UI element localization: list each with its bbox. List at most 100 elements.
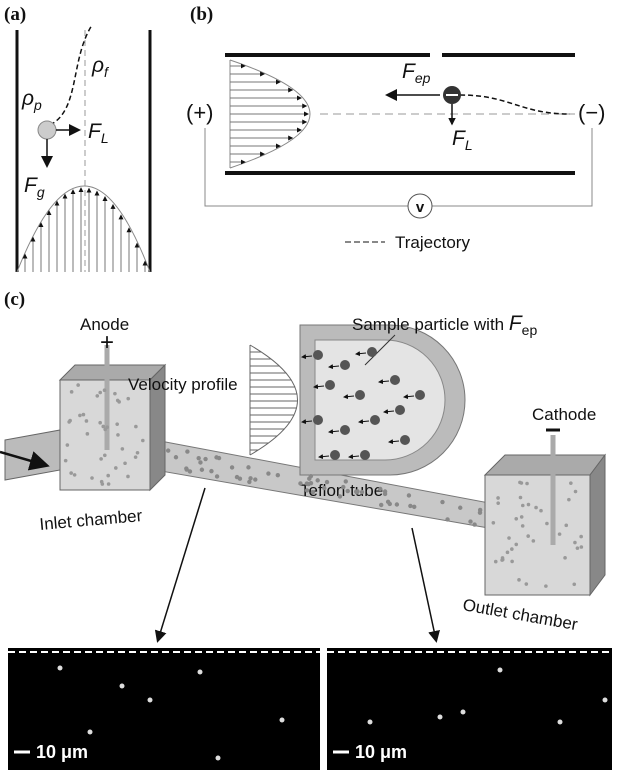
particle xyxy=(330,450,340,460)
particle xyxy=(67,420,71,424)
particle xyxy=(580,545,584,549)
particle-image xyxy=(603,698,608,703)
particle xyxy=(123,461,127,465)
particle xyxy=(496,501,500,505)
particle xyxy=(458,506,462,510)
particle xyxy=(230,465,234,469)
voltage-label: v xyxy=(416,199,425,216)
particle-image xyxy=(198,670,203,675)
particle-image xyxy=(498,668,503,673)
particle xyxy=(78,414,82,418)
particle xyxy=(311,490,315,494)
particle xyxy=(526,534,530,538)
particle xyxy=(367,347,377,357)
rho-p: ρp xyxy=(21,87,42,113)
particle xyxy=(408,504,412,508)
particle xyxy=(90,476,94,480)
particle xyxy=(235,475,239,479)
trajectory xyxy=(460,95,570,114)
particle xyxy=(415,390,425,400)
particle xyxy=(378,487,382,491)
particle xyxy=(564,524,568,528)
particle xyxy=(344,479,348,483)
negative-electrode: (−) xyxy=(578,100,606,125)
particle xyxy=(472,522,476,526)
particle xyxy=(121,447,125,451)
particle xyxy=(507,536,511,540)
particle xyxy=(360,450,370,460)
particle xyxy=(82,413,86,417)
particle xyxy=(340,425,350,435)
particle xyxy=(346,489,350,493)
figure: (a) ρf ρp FL Fg (b) Fep FL (+) (−) v xyxy=(0,0,619,773)
particle xyxy=(532,539,536,543)
particle xyxy=(69,471,73,475)
ep-force: Fep xyxy=(402,60,431,86)
outlet-side xyxy=(590,455,605,595)
particle xyxy=(136,451,140,455)
particle-image xyxy=(216,756,221,761)
particle xyxy=(313,415,323,425)
particle xyxy=(166,448,170,452)
anode-label: Anode xyxy=(80,315,129,334)
particle xyxy=(98,391,102,395)
panel-b: (b) Fep FL (+) (−) v Trajectory xyxy=(186,4,606,252)
particle xyxy=(98,421,102,425)
particle xyxy=(534,506,538,510)
particle xyxy=(510,560,514,564)
particle xyxy=(525,482,529,486)
particle xyxy=(525,582,529,586)
particle xyxy=(106,474,110,478)
zoom-arrow xyxy=(158,488,205,640)
particle xyxy=(185,449,189,453)
particle xyxy=(99,457,103,461)
particle xyxy=(305,481,309,485)
particle xyxy=(309,474,313,478)
particle xyxy=(73,473,77,477)
particle xyxy=(567,498,571,502)
particle-image xyxy=(461,710,466,715)
cathode-label: Cathode xyxy=(532,405,596,424)
lift-force: FL xyxy=(452,127,473,153)
particle xyxy=(38,121,56,139)
particle xyxy=(395,502,399,506)
outlet-label: Outlet chamber xyxy=(461,595,579,634)
particle xyxy=(313,350,323,360)
particle xyxy=(340,360,350,370)
particle xyxy=(388,502,392,506)
particle xyxy=(445,517,449,521)
particle xyxy=(572,582,576,586)
particle xyxy=(64,459,68,463)
particle xyxy=(134,425,138,429)
particle xyxy=(115,422,119,426)
particle xyxy=(341,485,345,489)
particle xyxy=(116,433,120,437)
particle xyxy=(370,415,380,425)
particle xyxy=(203,457,207,461)
panel-label: (a) xyxy=(4,4,26,25)
scale-label: 10 μm xyxy=(36,742,88,762)
particle xyxy=(527,503,531,507)
particle-image xyxy=(88,730,93,735)
particle xyxy=(214,455,218,459)
particle xyxy=(478,510,482,514)
particle xyxy=(209,469,213,473)
particle xyxy=(574,490,578,494)
particle xyxy=(322,486,326,490)
gravity-force: Fg xyxy=(24,174,45,200)
particle xyxy=(85,419,89,423)
rho-f: ρf xyxy=(91,54,110,80)
particle xyxy=(360,490,364,494)
circuit xyxy=(205,128,592,206)
inlet-label: Inlet chamber xyxy=(39,506,144,534)
particle xyxy=(517,578,521,582)
positive-electrode: (+) xyxy=(186,100,214,125)
particle xyxy=(569,481,573,485)
particle xyxy=(514,543,518,547)
particle xyxy=(141,439,145,443)
particle xyxy=(573,541,577,545)
particle xyxy=(325,380,335,390)
outlet-chamber xyxy=(485,475,590,595)
particle xyxy=(521,504,525,508)
particle xyxy=(66,443,70,447)
